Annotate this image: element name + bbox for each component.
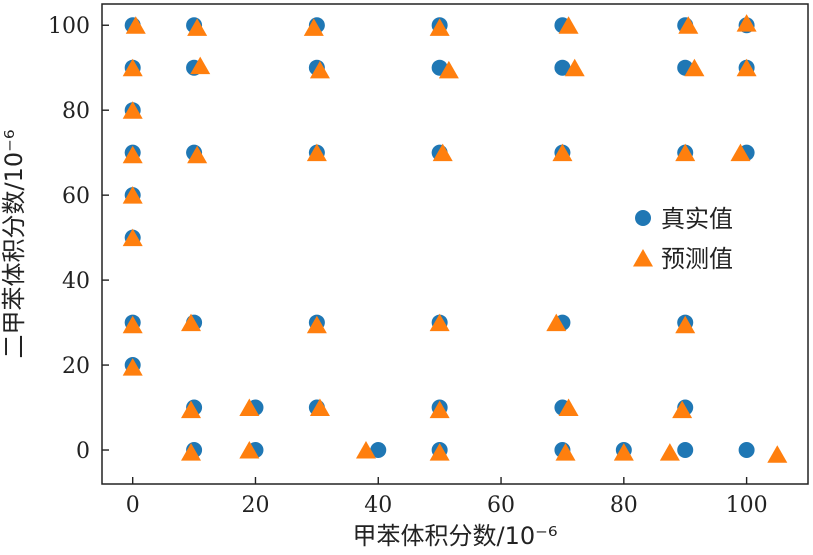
predicted-value-point [659, 443, 680, 461]
predicted-value-point [239, 398, 260, 417]
predicted-value-point [675, 143, 696, 162]
legend-label: 预测值 [661, 245, 733, 273]
predicted-value-point [187, 145, 208, 164]
predicted-value-point [306, 143, 327, 162]
y-tick-label: 60 [62, 184, 90, 209]
predicted-value-point [564, 58, 585, 77]
axis-ticks: 0 20 40 60 80 100 0 20 40 60 80 100 [48, 14, 768, 518]
predicted-value-point [552, 143, 573, 162]
x-tick-label: 80 [610, 493, 638, 518]
true-value-point [370, 442, 387, 459]
predicted-value-point [181, 443, 202, 461]
data-points [122, 14, 788, 463]
predicted-value-point [730, 143, 751, 162]
legend-triangle-icon [633, 249, 653, 267]
predicted-value-point [546, 313, 567, 332]
predicted-value-point [355, 441, 376, 459]
predicted-value-point [672, 400, 693, 419]
y-tick-label: 80 [62, 99, 90, 124]
y-tick-label: 40 [62, 269, 90, 294]
legend-label: 真实值 [661, 205, 733, 233]
predicted-value-point [122, 58, 143, 77]
true-value-point [738, 442, 755, 459]
predicted-value-point [558, 398, 579, 417]
x-tick-label: 20 [241, 493, 269, 518]
y-tick-label: 0 [76, 439, 90, 464]
predicted-value-point [678, 16, 699, 34]
predicted-value-point [306, 315, 327, 334]
predicted-value-point [675, 315, 696, 334]
predicted-value-point [429, 443, 450, 461]
predicted-value-point [767, 445, 788, 463]
y-tick-label: 100 [48, 14, 90, 39]
predicted-value-point [558, 16, 579, 34]
true-value-point [677, 442, 694, 459]
predicted-value-point [684, 58, 705, 77]
predicted-value-point [736, 58, 757, 77]
predicted-value-point [555, 443, 576, 461]
x-axis-title: 甲苯体积分数/10⁻⁶ [353, 522, 558, 550]
predicted-value-point [181, 313, 202, 332]
x-tick-label: 60 [487, 493, 515, 518]
predicted-value-point [429, 400, 450, 419]
predicted-value-point [187, 18, 208, 36]
predicted-value-point [303, 18, 324, 36]
legend-circle-icon [635, 210, 651, 226]
predicted-value-point [122, 186, 143, 204]
x-tick-label: 0 [126, 493, 140, 518]
predicted-value-point [190, 56, 211, 75]
predicted-value-point [309, 60, 330, 79]
predicted-value-point [122, 315, 143, 334]
plot-frame [101, 3, 809, 485]
predicted-value-point [122, 228, 143, 247]
x-tick-label: 100 [726, 493, 768, 518]
predicted-value-point [122, 145, 143, 164]
predicted-value-point [125, 16, 146, 34]
y-axis-title: 二甲苯体积分数/10⁻⁶ [0, 130, 28, 359]
predicted-value-point [613, 443, 634, 461]
y-tick-label: 20 [62, 354, 90, 379]
true-value-point [554, 59, 571, 76]
predicted-value-point [309, 398, 330, 417]
predicted-value-point [432, 143, 453, 162]
predicted-value-point [429, 18, 450, 36]
predicted-value-point [239, 441, 260, 459]
predicted-value-point [181, 400, 202, 419]
predicted-value-point [438, 60, 459, 79]
predicted-value-point [122, 101, 143, 119]
predicted-value-point [736, 14, 757, 32]
x-tick-label: 40 [364, 493, 392, 518]
predicted-value-point [429, 313, 450, 332]
predicted-value-point [122, 358, 143, 376]
